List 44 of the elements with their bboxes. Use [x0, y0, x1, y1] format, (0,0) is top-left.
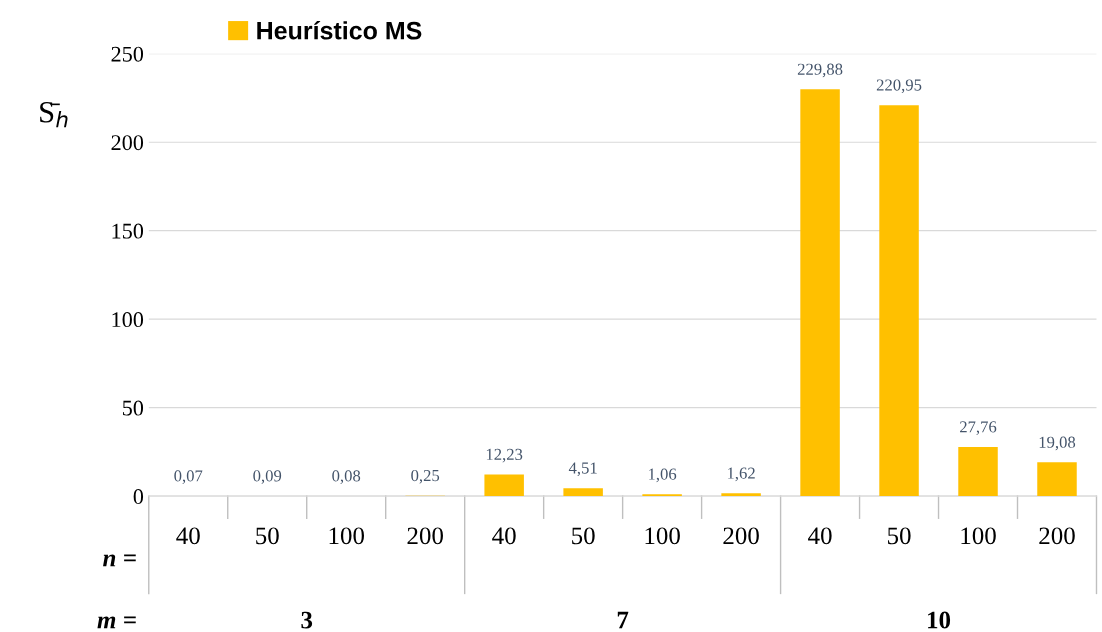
x-tick-label: 50 [888, 527, 911, 545]
x-tick-label: 200 [407, 527, 443, 545]
bar [879, 105, 919, 497]
data-label: 229,88 [797, 63, 843, 78]
x-tick-label: 200 [1039, 527, 1075, 545]
data-label: 220,95 [876, 79, 922, 94]
text: 7 [617, 611, 629, 629]
text: n = [103, 554, 136, 567]
y-axis-title: S̄$_{h}$ [40, 101, 68, 128]
x-tick-label: 40 [808, 527, 832, 545]
data-label: 0,25 [411, 469, 440, 484]
data-label: 0,08 [332, 470, 361, 484]
data-label: 4,51 [568, 462, 597, 477]
x-tick-label: 40 [176, 527, 200, 545]
y-tick-label: 250 [111, 46, 144, 62]
x-tick-label: 100 [329, 527, 365, 545]
bar [484, 474, 524, 497]
y-tick-label: 100 [112, 312, 144, 328]
y-tick-label: 200 [111, 135, 144, 151]
bar [563, 488, 603, 497]
bar [1037, 462, 1077, 497]
data-label: 12,23 [486, 448, 523, 463]
bar [800, 89, 840, 497]
data-label: 19,08 [1039, 436, 1076, 451]
text: 10 [928, 611, 951, 629]
x-tick-label: 40 [492, 527, 516, 545]
bar [958, 447, 998, 497]
y-tick-label: 50 [122, 400, 144, 416]
data-label: 27,76 [960, 421, 997, 435]
x-tick-label: 100 [961, 527, 996, 545]
x-tick-label: 100 [645, 527, 680, 545]
x-tick-label: 50 [256, 527, 279, 545]
legend-label: Heurístico MS [257, 20, 422, 40]
y-tick-label: 0 [133, 489, 144, 505]
x-tick-label: 200 [723, 527, 759, 545]
data-label: 1,06 [649, 468, 677, 483]
text: 3 [301, 611, 313, 629]
data-label: 1,62 [727, 467, 755, 482]
data-label: 0,09 [253, 470, 282, 484]
x-tick-label: 50 [572, 527, 595, 545]
data-label: 0,07 [174, 470, 203, 484]
bar [721, 493, 761, 497]
y-tick-label: 150 [112, 223, 144, 239]
text: m = [97, 616, 136, 629]
